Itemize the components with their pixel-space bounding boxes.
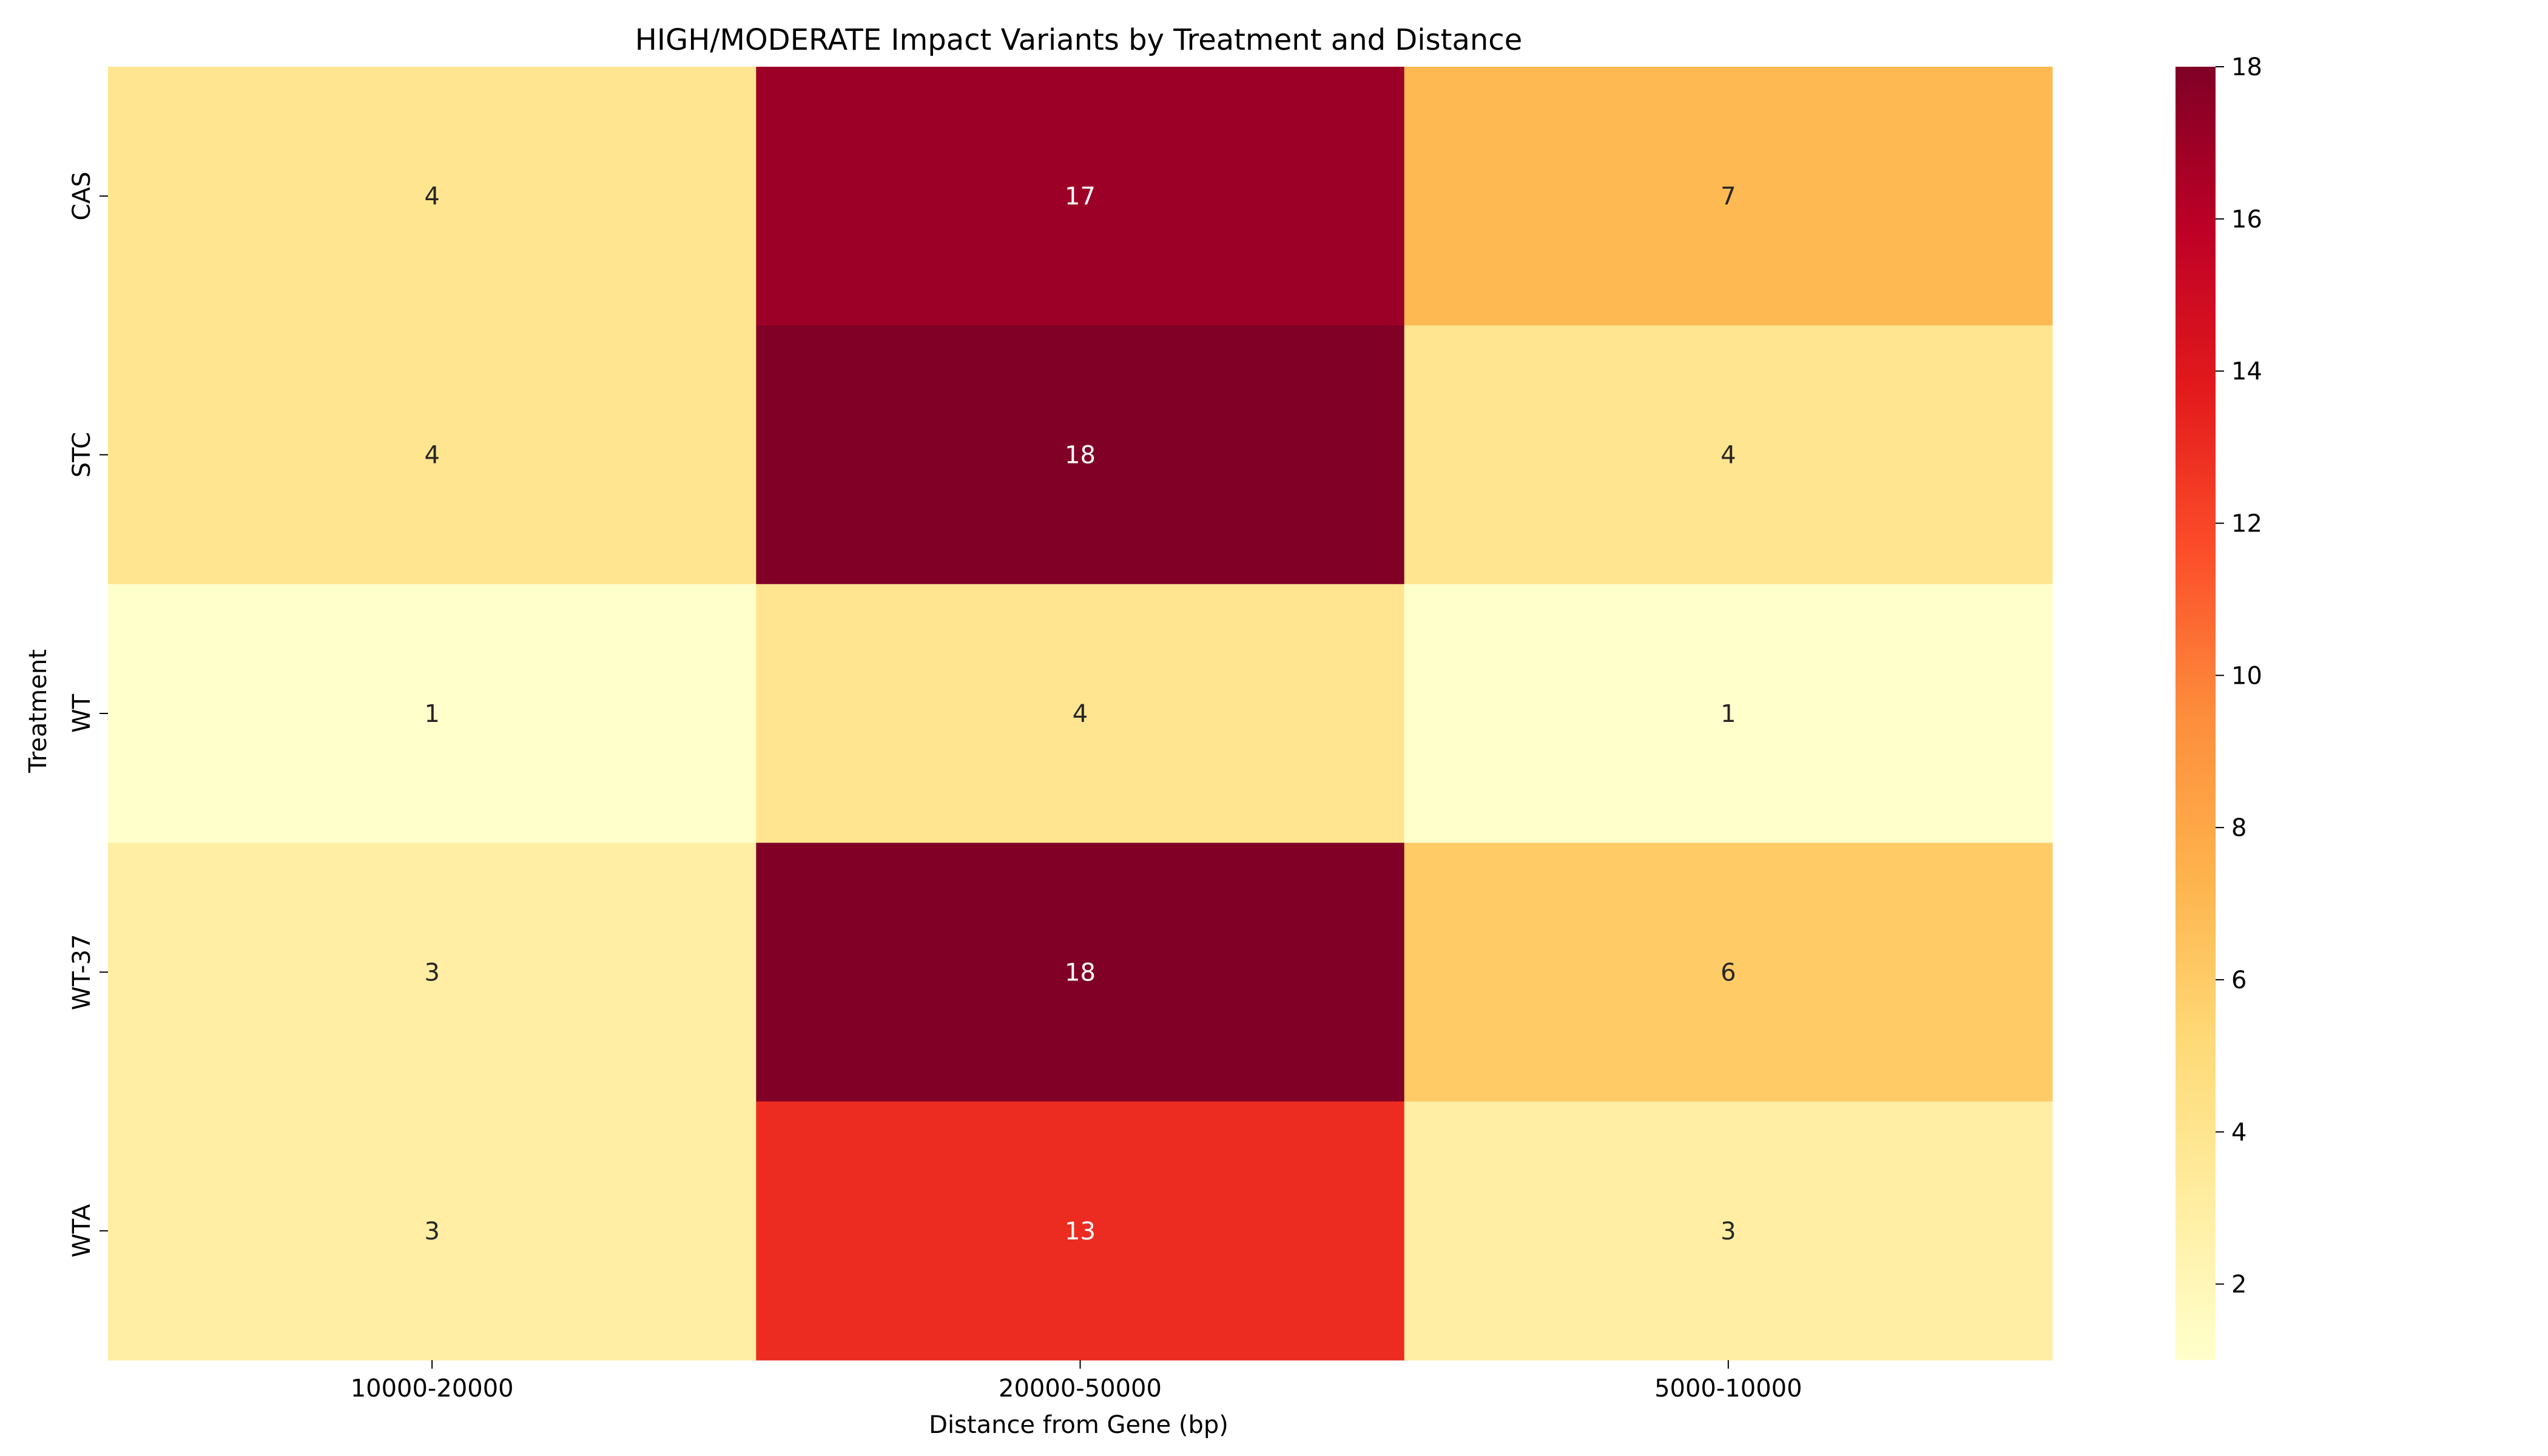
heatmap-cell-wt-20000-50000	[756, 584, 1405, 843]
cell-label: 4	[1721, 442, 1736, 470]
heatmap-cell-stc-10000-20000	[108, 325, 757, 585]
y-tick-label: STC	[68, 432, 96, 477]
heatmap-cell-stc-20000-50000	[756, 325, 1405, 585]
heatmap-cell-wt-37-5000-10000	[1404, 843, 2053, 1102]
colorbar-tick-label: 10	[2231, 662, 2262, 690]
x-tick-label: 20000-50000	[999, 1375, 1162, 1403]
y-tick-label: WT-37	[68, 934, 96, 1011]
cell-label: 1	[424, 700, 439, 728]
heatmap-cells	[108, 67, 2053, 1361]
cell-label: 18	[1065, 442, 1096, 470]
colorbar-tick-label: 2	[2231, 1271, 2246, 1299]
cell-label: 4	[424, 442, 439, 470]
cell-label: 3	[424, 959, 439, 986]
colorbar-tick-label: 16	[2231, 206, 2262, 234]
heatmap-cell-cas-10000-20000	[108, 67, 757, 326]
cell-label: 4	[424, 183, 439, 211]
colorbar-gradient	[2176, 67, 2216, 1360]
x-axis-label: Distance from Gene (bp)	[929, 1411, 1228, 1439]
cell-label: 1	[1721, 700, 1736, 728]
y-tick-label: WT	[68, 693, 96, 733]
x-tick-label: 5000-10000	[1654, 1375, 1802, 1403]
cell-label: 4	[1073, 700, 1088, 728]
cell-label: 6	[1721, 959, 1736, 986]
cell-label: 7	[1721, 183, 1736, 211]
heatmap-cell-cas-5000-10000	[1404, 67, 2053, 326]
colorbar-tick-label: 12	[2231, 510, 2262, 538]
heatmap-cell-wta-5000-10000	[1404, 1101, 2053, 1361]
heatmap-cell-wt-10000-20000	[108, 584, 757, 843]
x-tick-label: 10000-20000	[351, 1375, 514, 1403]
heatmap-cell-wta-10000-20000	[108, 1101, 757, 1361]
y-tick-label: WTA	[68, 1204, 96, 1258]
colorbar-tick-label: 8	[2231, 814, 2246, 842]
y-tick-label: CAS	[68, 172, 96, 221]
colorbar: 2 4 6 8 10 12 14 16 18	[2176, 53, 2262, 1360]
colorbar-tick-label: 18	[2231, 53, 2262, 81]
heatmap-cell-cas-20000-50000	[756, 67, 1405, 326]
colorbar-tick-label: 14	[2231, 358, 2262, 386]
cell-label: 3	[424, 1218, 439, 1245]
colorbar-tick-label: 6	[2231, 966, 2246, 994]
cell-label: 13	[1065, 1218, 1096, 1245]
chart-title: HIGH/MODERATE Impact Variants by Treatme…	[635, 23, 1522, 57]
heatmap-cell-stc-5000-10000	[1404, 325, 2053, 585]
cell-label: 17	[1065, 183, 1096, 211]
x-axis: 10000-20000 20000-50000 5000-10000	[351, 1360, 1802, 1403]
cell-label: 18	[1065, 959, 1096, 986]
cell-label: 3	[1721, 1218, 1736, 1245]
heatmap-cell-wt-37-10000-20000	[108, 843, 757, 1102]
y-axis-label: Treatment	[24, 649, 52, 774]
heatmap-cell-wt-37-20000-50000	[756, 843, 1405, 1102]
colorbar-tick-label: 4	[2231, 1119, 2246, 1147]
heatmap-cell-wta-20000-50000	[756, 1101, 1405, 1361]
heatmap-cell-wt-5000-10000	[1404, 584, 2053, 843]
cell-annotations: 4 17 74 18 41 4 13 18 63 13 3	[424, 183, 1736, 1245]
y-axis: CAS STC WT WT-37 WTA	[68, 172, 108, 1258]
